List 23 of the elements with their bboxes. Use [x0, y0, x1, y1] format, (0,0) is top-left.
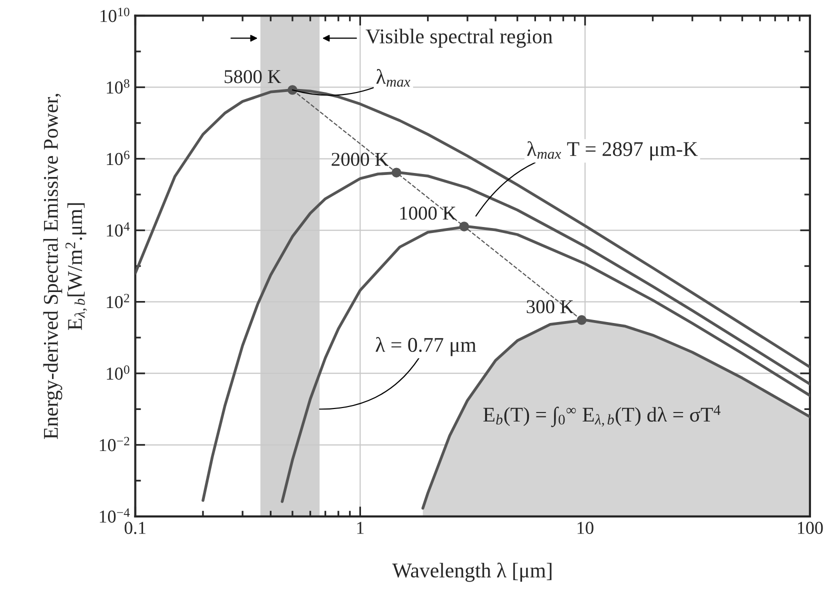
series-label: 1000 K	[400, 206, 456, 220]
annotation: λ$_{max}$	[376, 69, 410, 87]
annotation: λ$_{max}$ T = 2897 μm-K	[527, 141, 698, 160]
y-tick-label: 10$^{6}$	[106, 150, 130, 166]
y-axis-title: Energy-derived Spectral Emissive Power, E$_{λ,b}$[W/m$^{2}$.μm]	[43, 94, 87, 440]
series-label: 5800 K	[224, 70, 282, 84]
y-tick-label: 10$^{−2}$	[100, 436, 130, 452]
series-label: 300 K	[526, 300, 574, 314]
y-tick-label: 10$^{0}$	[106, 365, 130, 380]
x-tick-label: 10	[578, 522, 594, 534]
x-tick-label: 1	[357, 522, 364, 534]
text: E$_{b}$(T) = ∫$_{0}$$^{∞}$ E$_{λ,b}$(T) dλ = σT$^{4}$	[483, 405, 720, 428]
y-tick-label: 10$^{2}$	[106, 294, 130, 308]
y-tick-label: 10$^{10}$	[100, 8, 130, 22]
y-tick-label: 10$^{−4}$	[100, 508, 130, 523]
annotation: λ = 0.77 μm	[376, 337, 476, 356]
x-tick-label: 0.1	[124, 522, 146, 534]
x-axis-title: Wavelength λ [μm]	[392, 562, 552, 582]
band-label: Visible spectral region	[366, 28, 553, 48]
series-label: 2000 K	[332, 152, 388, 166]
y-tick-label: 10$^{4}$	[106, 222, 130, 237]
y-tick-label: 10$^{8}$	[106, 79, 130, 94]
x-tick-label: 100	[798, 522, 823, 534]
